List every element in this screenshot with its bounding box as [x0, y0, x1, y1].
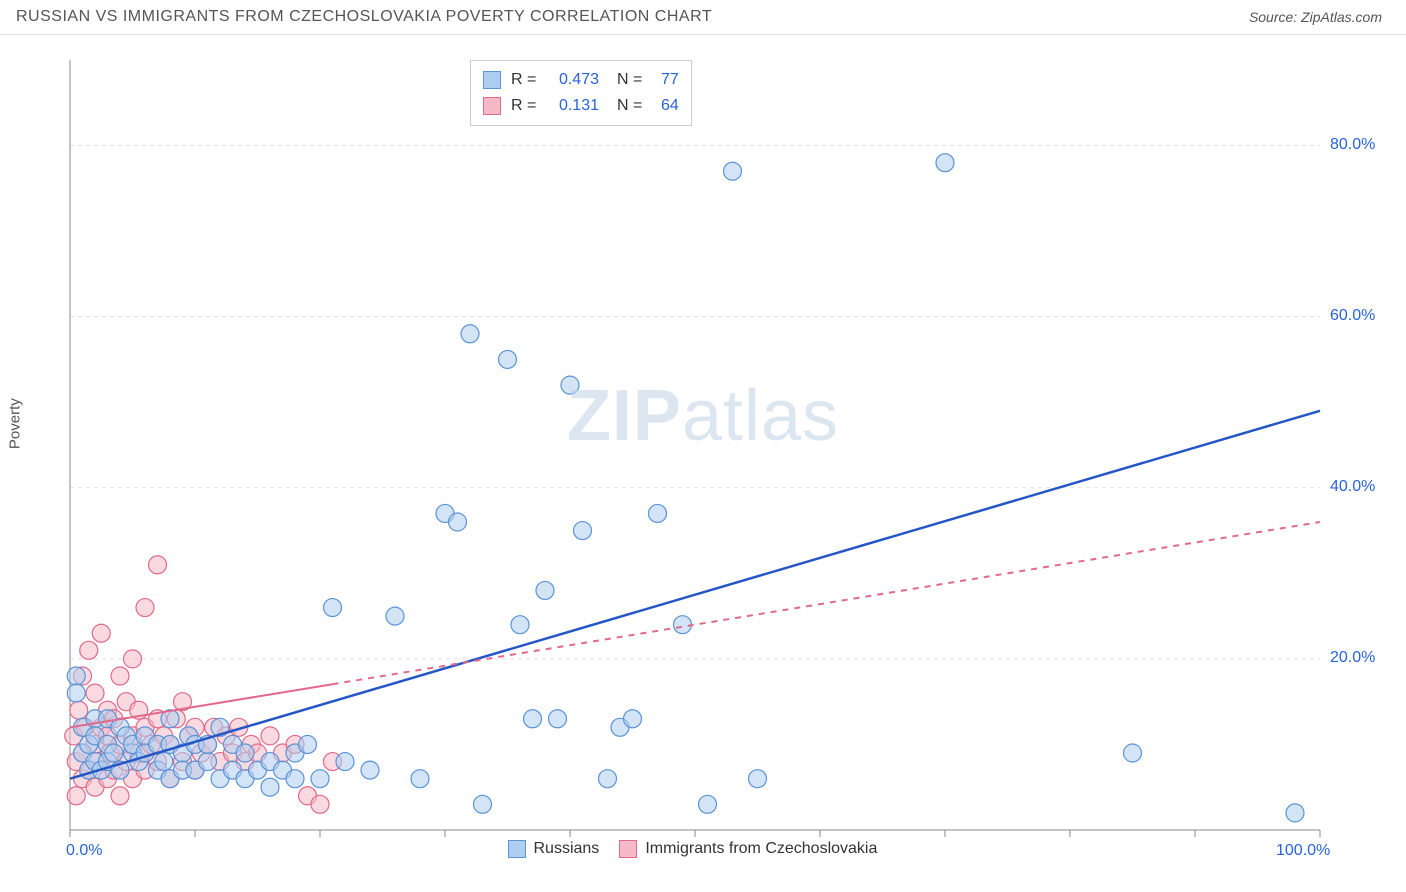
legend-correlation: R =0.473N =77R =0.131N =64: [470, 60, 692, 126]
legend-item: Immigrants from Czechoslovakia: [619, 840, 877, 858]
chart-header: RUSSIAN VS IMMIGRANTS FROM CZECHOSLOVAKI…: [0, 0, 1406, 35]
scatter-chart: [20, 50, 1386, 882]
y-axis-label: Poverty: [7, 398, 24, 449]
x-tick-label-min: 0.0%: [66, 842, 102, 860]
legend-swatch: [619, 840, 637, 858]
legend-swatch: [483, 71, 501, 89]
legend-row: R =0.473N =77: [483, 67, 679, 93]
legend-row: R =0.131N =64: [483, 93, 679, 119]
chart-container: Poverty ZIPatlas R =0.473N =77R =0.131N …: [20, 50, 1386, 882]
legend-item: Russians: [508, 840, 600, 858]
y-tick-label: 40.0%: [1330, 478, 1375, 496]
y-tick-label: 60.0%: [1330, 307, 1375, 325]
legend-series: Russians Immigrants from Czechoslovakia: [508, 840, 878, 858]
x-tick-label-max: 100.0%: [1276, 842, 1330, 860]
y-tick-label: 80.0%: [1330, 136, 1375, 154]
legend-swatch: [483, 97, 501, 115]
legend-swatch: [508, 840, 526, 858]
y-tick-label: 20.0%: [1330, 649, 1375, 667]
legend-label: Russians: [534, 840, 600, 858]
chart-title: RUSSIAN VS IMMIGRANTS FROM CZECHOSLOVAKI…: [16, 8, 712, 26]
chart-source: Source: ZipAtlas.com: [1249, 9, 1382, 25]
legend-label: Immigrants from Czechoslovakia: [645, 840, 877, 858]
